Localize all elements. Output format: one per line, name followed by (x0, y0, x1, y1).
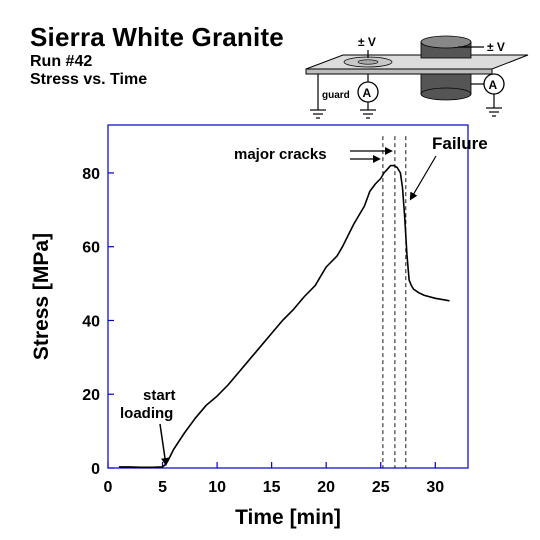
annotation-failure: Failure (432, 134, 488, 153)
failure-arrow (409, 155, 437, 201)
x-tick-label: 0 (104, 479, 113, 496)
right-voltage-label: ± V (487, 40, 505, 54)
x-tick-label: 30 (426, 479, 444, 496)
y-tick-label: 60 (82, 240, 100, 257)
crack-markers (382, 136, 407, 468)
x-axis-label: Time [min] (235, 506, 341, 529)
chart-title: Sierra White Granite (30, 22, 284, 52)
cylinder-top-cap (420, 35, 472, 49)
x-tick-label: 5 (158, 479, 167, 496)
stress-curve (118, 164, 450, 469)
guard-ground-icon (310, 109, 326, 119)
chart-subtitle: Stress vs. Time (30, 71, 148, 88)
y-tick-label: 0 (91, 461, 100, 478)
annotation-loading: loading (120, 405, 173, 422)
right-ammeter-symbol: A (489, 78, 498, 92)
left-voltage-label: ± V (358, 35, 376, 49)
y-tick-label: 40 (82, 313, 100, 330)
x-tick-label: 20 (317, 479, 335, 496)
guard-label: guard (322, 90, 350, 101)
center-electrode (357, 59, 379, 65)
x-tick-label: 10 (208, 479, 226, 496)
x-axis: 0 5 10 15 20 25 30 (104, 462, 444, 496)
left-ground-icon (360, 109, 376, 119)
y-axis-label: Stress [MPa] (30, 233, 53, 360)
annotation-major-cracks: major cracks (234, 146, 327, 163)
y-axis: 0 20 40 60 80 (82, 166, 114, 478)
y-tick-label: 80 (82, 166, 100, 183)
x-tick-label: 15 (263, 479, 281, 496)
left-ammeter-symbol: A (363, 86, 372, 100)
run-label: Run #42 (30, 53, 93, 70)
cylinder-bottom-cap (420, 87, 472, 101)
plot-frame (107, 124, 469, 469)
y-tick-label: 20 (82, 387, 100, 404)
x-tick-label: 25 (372, 479, 390, 496)
annotation-start: start (143, 387, 176, 404)
start-loading-arrow (159, 423, 169, 466)
right-ground-icon (486, 107, 502, 117)
